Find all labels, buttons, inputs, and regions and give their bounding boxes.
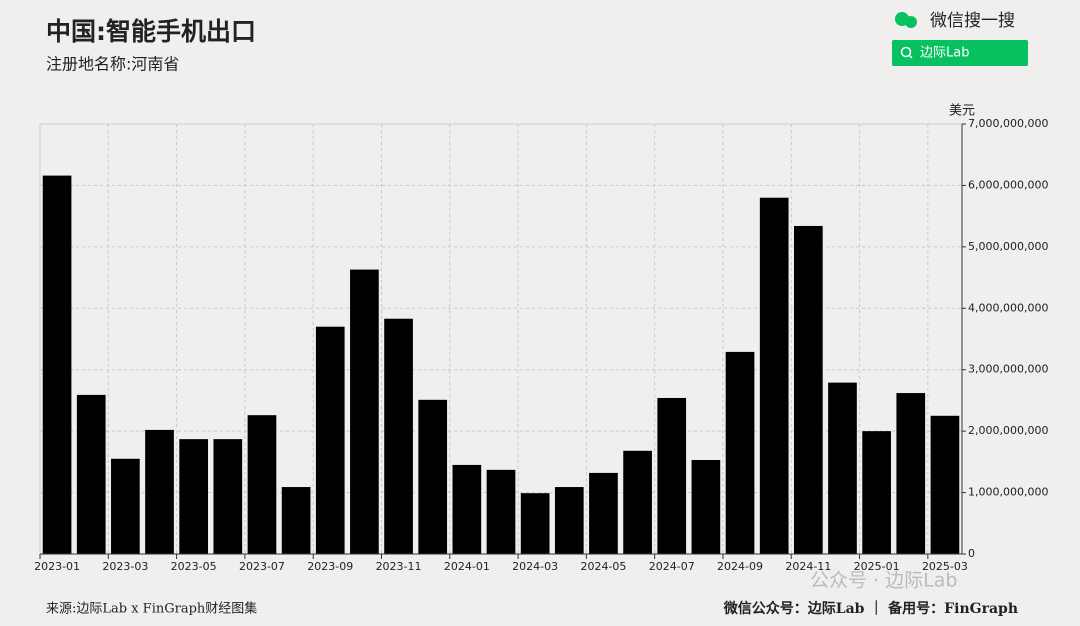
bar (896, 393, 926, 554)
bar (350, 269, 379, 554)
search-label: 微信搜一搜 (930, 11, 1015, 31)
bar (793, 225, 823, 554)
bar (589, 472, 618, 554)
x-tick-label: 2023-07 (239, 560, 285, 573)
bar (42, 175, 72, 554)
bar (862, 431, 891, 554)
bar (759, 197, 789, 554)
bar (213, 439, 243, 554)
y-tick-label: 0 (968, 547, 975, 560)
bar (486, 469, 516, 554)
bar (725, 351, 755, 554)
x-tick-label: 2023-09 (307, 560, 353, 573)
y-tick-label: 1,000,000,000 (968, 486, 1048, 499)
bar (623, 450, 652, 554)
bar (76, 394, 106, 554)
footer-accounts: 微信公众号：边际Lab ｜ 备用号：FinGraph (723, 600, 1018, 617)
x-tick-label: 2025-03 (922, 560, 968, 573)
bar (384, 318, 413, 554)
y-tick-label: 4,000,000,000 (968, 301, 1048, 314)
x-tick-label: 2024-05 (580, 560, 626, 573)
bar (657, 397, 687, 554)
y-tick-label: 3,000,000,000 (968, 363, 1048, 376)
bar (145, 429, 174, 554)
y-tick-label: 6,000,000,000 (968, 178, 1048, 191)
x-tick-label: 2024-09 (717, 560, 763, 573)
bar (828, 382, 857, 554)
wechat-icon (905, 16, 917, 28)
bar (520, 493, 550, 554)
bar (281, 487, 311, 554)
search-button-label: 边际Lab (920, 46, 969, 61)
chart-subtitle: 注册地名称:河南省 (46, 55, 179, 74)
bar (418, 399, 448, 554)
search-button[interactable] (892, 40, 1028, 66)
x-tick-label: 2023-05 (171, 560, 217, 573)
x-tick-label: 2023-11 (376, 560, 422, 573)
y-axis-unit: 美元 (949, 104, 975, 119)
chart-title: 中国:智能手机出口 (46, 17, 256, 46)
y-tick-label: 5,000,000,000 (968, 240, 1048, 253)
bar (691, 460, 721, 554)
x-tick-label: 2023-01 (34, 560, 80, 573)
watermark: 公众号 · 边际Lab (810, 570, 957, 592)
footer-source: 来源:边际Lab x FinGraph财经图集 (46, 601, 257, 617)
x-tick-label: 2025-01 (854, 560, 900, 573)
search-icon (908, 54, 913, 59)
x-tick-label: 2024-03 (512, 560, 558, 573)
bar (179, 439, 209, 554)
bar (452, 464, 482, 554)
x-tick-label: 2024-07 (649, 560, 695, 573)
bar (930, 415, 960, 554)
y-tick-label: 2,000,000,000 (968, 424, 1048, 437)
x-tick-label: 2023-03 (102, 560, 148, 573)
x-tick-label: 2024-11 (785, 560, 831, 573)
bar (111, 458, 140, 554)
search-icon (900, 46, 912, 58)
y-tick-label: 7,000,000,000 (968, 117, 1048, 130)
bar (315, 326, 345, 554)
bar (554, 487, 584, 554)
bar (247, 415, 277, 554)
x-tick-label: 2024-01 (444, 560, 490, 573)
